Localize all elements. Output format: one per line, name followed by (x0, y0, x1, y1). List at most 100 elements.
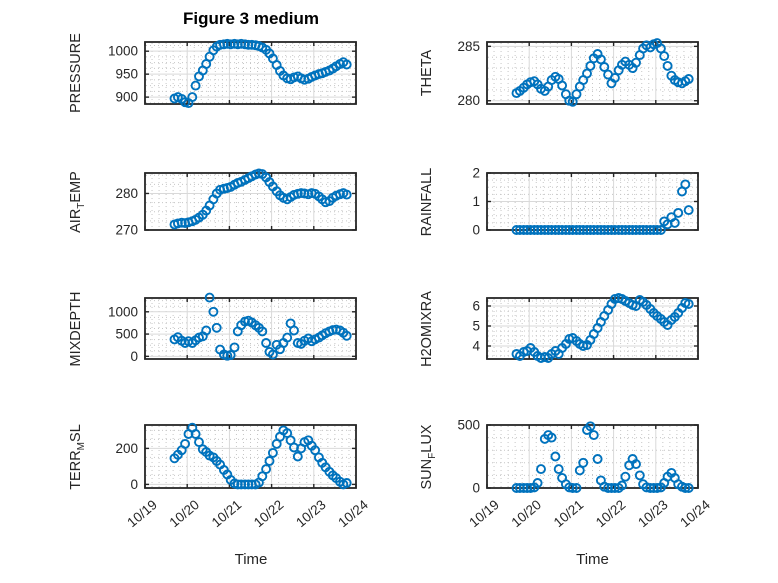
data-point-marker (289, 325, 299, 336)
y-tick-label: 280 (457, 93, 480, 108)
data-point-marker (546, 432, 557, 443)
major-grid (487, 42, 698, 104)
data-point-marker (536, 464, 546, 475)
data-point-marker (571, 483, 582, 493)
data-point-marker (267, 447, 278, 458)
x-tick-label: 10/22 (593, 497, 629, 530)
y-label-text: TERR (68, 449, 84, 490)
data-point-marker (582, 225, 592, 235)
axes-box (486, 297, 699, 360)
data-point-marker (613, 225, 624, 235)
data-point-marker (567, 96, 578, 107)
x-tick-label: 10/21 (209, 497, 245, 530)
data-point-marker (176, 217, 187, 228)
data-point-marker (683, 483, 694, 493)
subplot-pressure: 900 950 1000 (108, 38, 357, 109)
major-grid (487, 173, 698, 230)
x-tick-label: 10/19 (124, 497, 160, 530)
air_temp-markers (169, 168, 352, 230)
y-label-text: H2OMIXRA (419, 290, 435, 367)
data-point-marker (557, 80, 568, 91)
data-point-marker (204, 292, 215, 303)
minor-grid (488, 174, 697, 229)
tick-marks (486, 298, 699, 359)
x-tick-label: 10/23 (635, 497, 671, 530)
data-point-marker (190, 80, 201, 91)
subplot-air_temp: 270 280 (115, 168, 357, 238)
data-point-marker (225, 350, 236, 360)
terr_msl-markers (169, 422, 352, 490)
data-point-marker (190, 429, 201, 439)
rainfall-markers (511, 179, 694, 235)
y-label-text: SUN (419, 458, 435, 489)
data-point-marker (683, 299, 694, 309)
data-point-marker (585, 60, 596, 71)
tick-marks (486, 424, 699, 489)
y-label-text: AIR (68, 208, 84, 233)
x-tick-label: 10/23 (293, 497, 329, 530)
data-point-marker (609, 72, 620, 83)
y-label-subscript: M (76, 441, 87, 450)
axes-box (144, 297, 357, 360)
data-point-marker (257, 326, 268, 337)
tick-marks (144, 42, 357, 104)
data-point-marker (631, 57, 641, 68)
data-point-marker (229, 342, 240, 353)
data-point-marker (341, 59, 352, 70)
data-point-marker (599, 62, 610, 72)
subplot-sun_flux: 0 500 10/19 10/20 10/21 10/22 10/23 10/24 (457, 418, 713, 531)
data-point-marker (550, 225, 561, 235)
y-label-text: MIXDEPTH (68, 291, 84, 366)
data-point-marker (603, 483, 614, 493)
y-label-text: PRESSURE (68, 33, 84, 113)
data-point-marker (578, 457, 589, 468)
data-point-marker (567, 483, 578, 493)
mixdepth-markers (169, 292, 352, 361)
data-point-marker (603, 225, 614, 235)
data-point-marker (585, 421, 596, 432)
data-point-marker (187, 92, 198, 103)
data-point-marker (659, 51, 670, 62)
data-point-marker (645, 483, 656, 493)
y-tick-label: 1 (472, 194, 480, 209)
data-point-marker (624, 225, 635, 235)
data-point-marker (257, 471, 268, 482)
data-point-marker (201, 325, 212, 336)
subplot-rainfall: 0 1 2 (472, 166, 699, 238)
x-tick-label: 10/19 (466, 497, 502, 530)
tick-marks (144, 298, 357, 359)
y-tick-label: 0 (472, 481, 480, 496)
y-tick-label: 200 (115, 441, 138, 456)
data-point-marker (620, 471, 631, 482)
axes-box (486, 424, 699, 489)
data-point-marker (529, 225, 540, 235)
y-tick-label: 1000 (108, 44, 138, 59)
y-label-subscript: F (427, 452, 438, 459)
data-point-marker (680, 179, 691, 190)
y-tick-label: 900 (115, 90, 138, 105)
data-point-marker (652, 483, 663, 493)
y-tick-label: 0 (130, 477, 138, 492)
x-tick-label: 10/20 (167, 497, 203, 530)
data-point-marker (571, 225, 582, 235)
minor-grid (146, 43, 355, 104)
subplot-theta: 280 285 (457, 38, 699, 108)
data-point-marker (240, 479, 250, 490)
data-point-marker (211, 322, 222, 333)
y-tick-label: 4 (472, 339, 480, 354)
y-tick-label: 285 (457, 39, 480, 54)
data-point-marker (582, 68, 592, 79)
data-point-marker (518, 225, 529, 235)
data-point-marker (631, 459, 641, 470)
y-label-text: RAINFALL (419, 167, 435, 236)
data-point-marker (267, 349, 278, 360)
y-tick-label: 1000 (108, 304, 138, 319)
data-point-marker (180, 438, 191, 449)
y-axis-label-terr_msl: TERRMSL (65, 367, 87, 547)
x-tick-label: 10/21 (551, 497, 587, 530)
y-label-text: EMP (68, 170, 84, 203)
tick-marks (486, 42, 699, 104)
data-point-marker (264, 456, 275, 466)
minor-grid (488, 43, 697, 103)
